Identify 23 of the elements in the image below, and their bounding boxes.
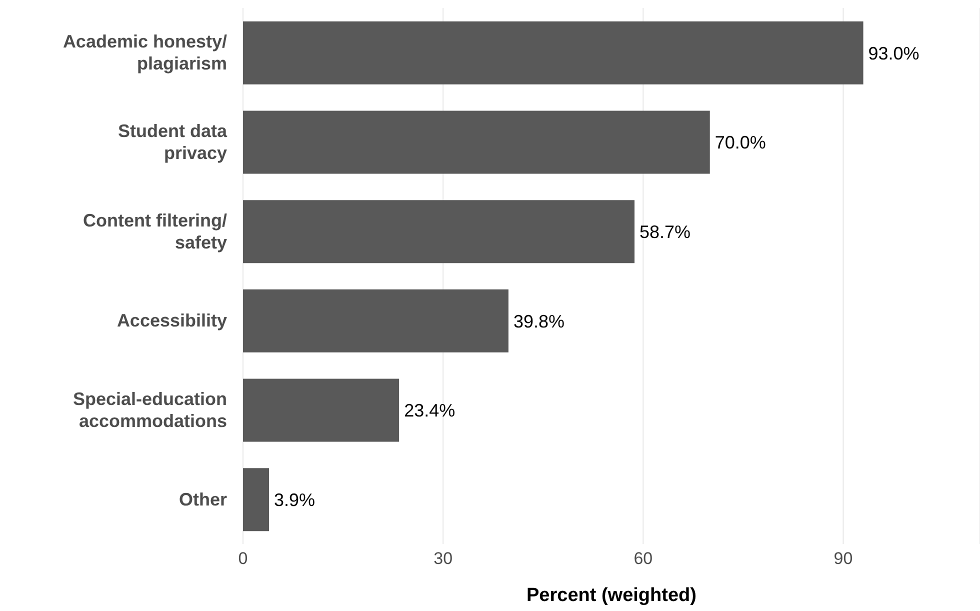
y-tick-label: Other	[178, 489, 227, 510]
y-tick-label: Special-education accommodations	[72, 389, 227, 431]
x-tick-label: 90	[834, 549, 853, 568]
bar	[243, 289, 508, 352]
bar	[243, 468, 270, 532]
data-label: 70.0%	[714, 132, 766, 153]
bar	[243, 21, 864, 84]
data-label: 3.9%	[274, 490, 316, 510]
x-axis-title: Percent (weighted)	[526, 585, 696, 606]
bar	[243, 378, 400, 442]
data-label: 23.4%	[404, 400, 456, 421]
x-tick-label: 60	[634, 549, 653, 568]
data-label: 39.8%	[513, 311, 564, 332]
y-tick-label: Academic honesty/ plagiarism	[62, 32, 227, 74]
x-tick-label: 0	[238, 549, 248, 568]
data-label: 58.7%	[640, 222, 691, 242]
bar	[243, 200, 635, 264]
y-tick-label: Student data privacy	[118, 121, 228, 163]
y-tick-label: Content filtering/ safety	[83, 210, 227, 252]
x-tick-label: 30	[434, 549, 453, 568]
bar	[243, 110, 710, 174]
y-tick-label: Accessibility	[116, 310, 227, 331]
data-label: 93.0%	[868, 43, 920, 64]
